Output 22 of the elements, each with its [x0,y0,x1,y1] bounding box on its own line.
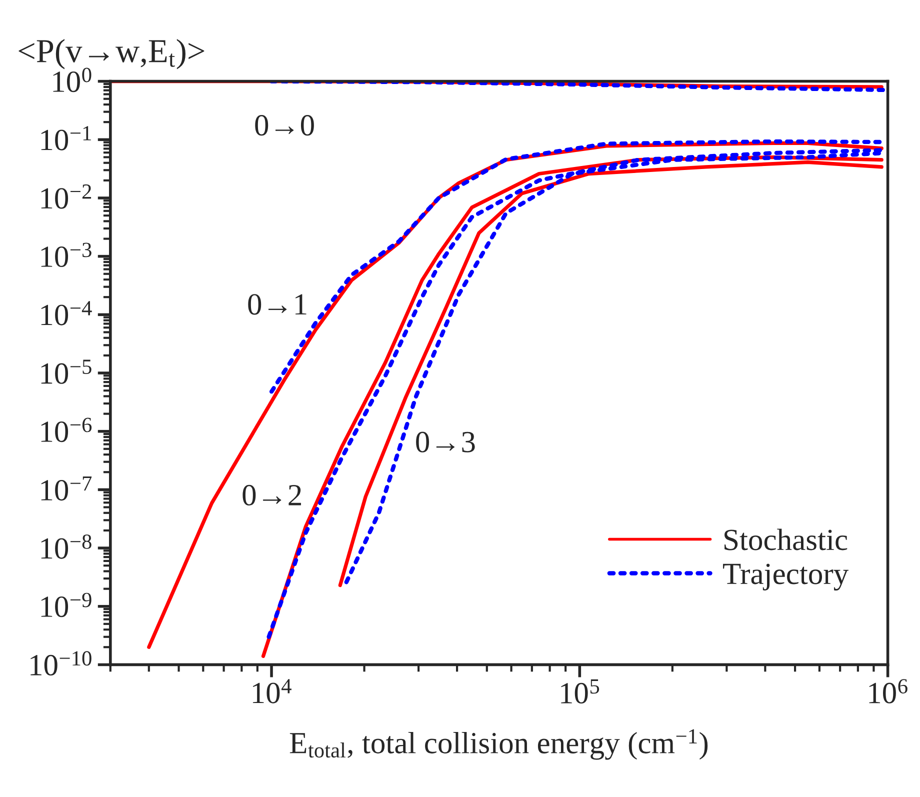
y-tick-label: 10$^{0}$ [53,68,92,92]
x-tick-label: 10$^{5}$ [561,679,600,704]
annotation: 0→2 [242,484,301,506]
annotation: 0→1 [248,294,306,315]
annotation: 0→3 [416,432,475,452]
y-tick-label: 10$^{−4}$ [41,301,92,326]
x-tick-label: 10$^{6}$ [869,679,908,704]
x-tick-label: 10$^{4}$ [252,679,292,704]
legend-label: Stochastic [724,528,848,550]
y-tick-label: 10$^{−2}$ [41,184,92,209]
y-tick-label: 10$^{−6}$ [41,418,92,442]
y-tick-label: 10$^{−5}$ [41,360,92,384]
y-tick-label: 10$^{−3}$ [41,242,92,268]
y-tick-label: 10$^{−1}$ [41,126,91,150]
y-axis-title: <P(v→w,E$_{t}$)> [18,38,204,70]
y-tick-label: 10$^{−7}$ [41,476,92,501]
y-tick-label: 10$^{−8}$ [41,534,92,559]
legend-label: Trajectory [723,564,849,591]
annotation: 0→0 [255,114,314,136]
x-axis-title: E$_{total}$, total collision energy (cm$^{−1}$) [290,729,708,760]
y-tick-label: 10$^{−10}$ [30,651,92,676]
y-tick-label: 10$^{−9}$ [41,592,92,618]
